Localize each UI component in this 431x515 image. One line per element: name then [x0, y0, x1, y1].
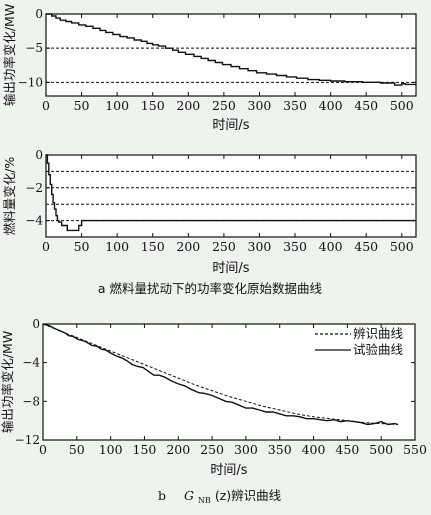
x-tick-label: 450 [335, 442, 359, 457]
series-line [42, 323, 399, 426]
x-tick-label: 100 [105, 239, 129, 254]
series-line [46, 13, 416, 86]
x-tick-label: 150 [133, 442, 157, 457]
x-axis-label: 时间/s [210, 463, 247, 478]
x-tick-label: 250 [212, 239, 236, 254]
x-tick-label: 500 [369, 442, 393, 457]
x-tick-label: 500 [390, 98, 414, 113]
x-tick-label: 400 [302, 442, 326, 457]
caption-b-prefix: b [158, 488, 166, 503]
y-tick-label: −5 [25, 41, 43, 55]
x-tick-label: 350 [283, 98, 307, 113]
caption-b: b G NB (z)辨识曲线 [158, 488, 282, 506]
x-tick-label: 400 [319, 239, 343, 254]
x-tick-label: 100 [105, 98, 129, 113]
plot-frame [45, 154, 417, 238]
plot-area [46, 155, 416, 237]
x-tick-label: 550 [403, 442, 427, 457]
x-tick-label: 50 [74, 98, 90, 113]
y-tick-label: 0 [32, 317, 40, 331]
y-tick-label: −10 [18, 75, 43, 89]
legend-label: 试验曲线 [353, 342, 404, 357]
series-line [42, 323, 399, 425]
y-axis-label: 输出功率变化/MW [0, 331, 15, 433]
x-tick-label: 200 [166, 442, 190, 457]
y-tick-label: −2 [25, 181, 43, 195]
y-tick-label: −4 [25, 214, 43, 228]
plot-area [43, 324, 415, 440]
x-tick-label: 450 [354, 239, 378, 254]
x-tick-label: 100 [99, 442, 123, 457]
x-tick-label: 500 [390, 239, 414, 254]
x-tick-label: 400 [319, 98, 343, 113]
y-tick-label: −12 [15, 433, 40, 447]
plot-frame [42, 323, 416, 441]
x-axis-label: 时间/s [212, 261, 249, 276]
x-tick-label: 350 [268, 442, 292, 457]
x-tick-label: 250 [212, 98, 236, 113]
series-line [46, 154, 416, 232]
x-tick-label: 200 [176, 98, 200, 113]
x-tick-label: 0 [39, 442, 47, 457]
x-tick-label: 200 [176, 239, 200, 254]
caption-a: a 燃料量扰动下的功率变化原始数据曲线 [98, 281, 323, 296]
x-tick-label: 350 [283, 239, 307, 254]
x-tick-label: 300 [234, 442, 258, 457]
x-tick-label: 50 [74, 239, 90, 254]
x-tick-label: 150 [141, 98, 165, 113]
y-tick-label: −4 [22, 356, 40, 370]
plot-frame [45, 13, 417, 97]
caption-b-sub: NB [198, 496, 211, 505]
x-tick-label: 0 [42, 239, 50, 254]
y-tick-label: 0 [35, 148, 43, 162]
x-tick-label: 450 [354, 98, 378, 113]
x-tick-label: 300 [248, 239, 272, 254]
x-tick-label: 150 [141, 239, 165, 254]
plot-area [46, 14, 416, 96]
legend-label: 辨识曲线 [353, 326, 404, 341]
x-tick-label: 50 [69, 442, 85, 457]
x-tick-label: 250 [200, 442, 224, 457]
x-tick-label: 0 [42, 98, 50, 113]
chart-b: 0 50 100 150 200 250 300 350 400 450 500 550 0 −4 −8 −1… [0, 317, 427, 478]
y-tick-label: 0 [35, 7, 43, 21]
x-axis-label: 时间/s [212, 118, 249, 133]
chart-a1: 0 50 100 150 200 250 300 350 400 450 500 0 −5 −10 时间/s… [2, 4, 417, 133]
x-tick-label: 300 [248, 98, 272, 113]
y-tick-label: −8 [22, 394, 40, 408]
y-axis-label: 燃料量变化/% [2, 157, 17, 236]
caption-b-rest: (z)辨识曲线 [215, 488, 282, 503]
chart-a2: 0 50 100 150 200 250 300 350 400 450 500 0 −2 −4 时间/s 燃… [2, 148, 417, 276]
caption-b-g: G [184, 488, 194, 503]
y-axis-label: 输出功率变化/MW [2, 4, 17, 106]
